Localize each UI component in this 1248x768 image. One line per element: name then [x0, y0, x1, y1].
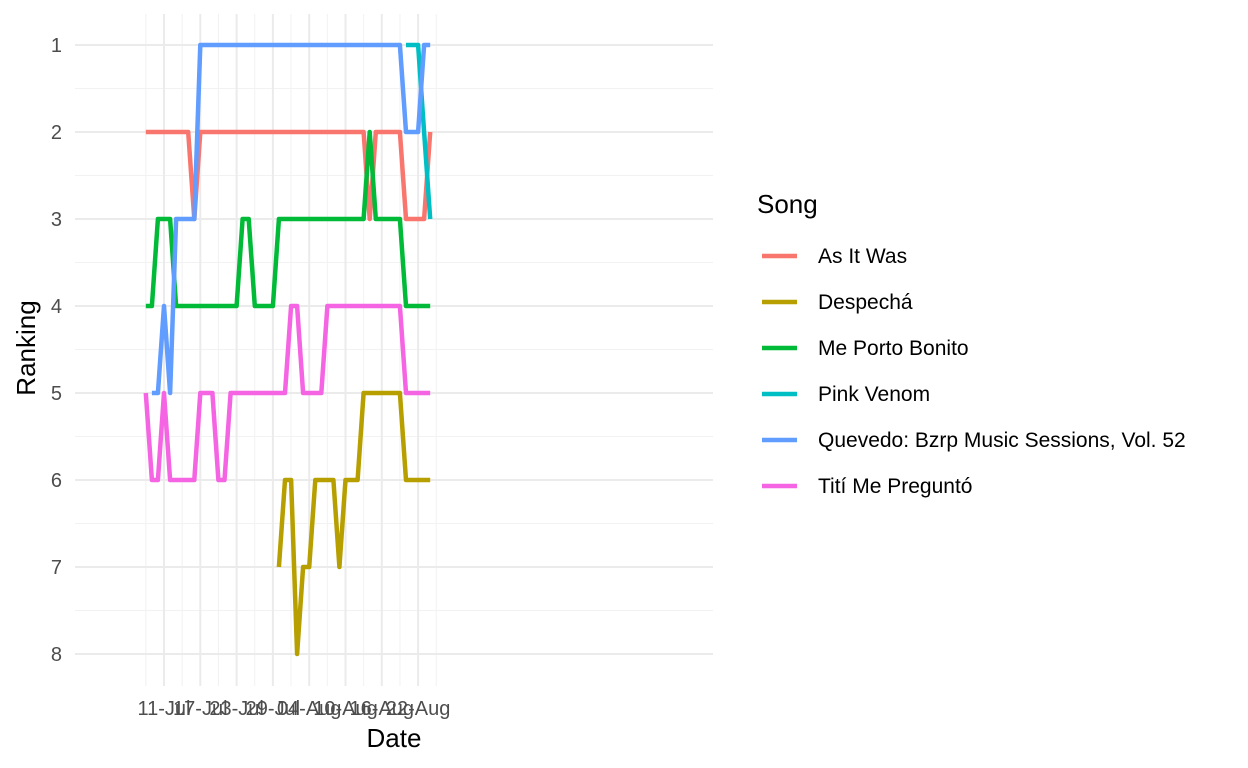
x-tick-label: 23-Jul: [209, 698, 263, 720]
legend-item: As It Was: [762, 245, 907, 268]
x-tick-label: 22-Aug: [386, 698, 451, 720]
series-line: [406, 42, 433, 220]
legend-label: Despechá: [818, 291, 913, 314]
y-axis-title: Ranking: [11, 300, 41, 395]
legend-title: Song: [757, 189, 818, 219]
x-tick-label: 04-Aug: [277, 698, 342, 720]
y-tick-label: 4: [51, 296, 62, 318]
x-tick-label: 11-Jul: [138, 698, 191, 720]
x-tick-label: 17-Jul: [173, 698, 227, 720]
legend-item: Quevedo: Bzrp Music Sessions, Vol. 52: [762, 429, 1186, 452]
y-tick-label: 3: [51, 209, 62, 231]
x-tick-label: 29-Jul: [246, 698, 300, 720]
series-line: [151, 42, 431, 396]
y-tick-label: 6: [51, 470, 62, 492]
y-tick-label: 8: [51, 644, 62, 666]
legend-item: Tití Me Preguntó: [762, 475, 972, 498]
legend-label: As It Was: [818, 245, 907, 268]
legend-label: Pink Venom: [818, 383, 930, 406]
series-line: [145, 129, 431, 309]
series-line: [276, 390, 431, 657]
legend-items: As It Was Despechá Me Porto Bonito Pink Ven…: [762, 245, 1186, 498]
series-line: [143, 303, 431, 483]
series-lines: [143, 42, 433, 657]
legend-item: Despechá: [762, 291, 913, 314]
legend-label: Me Porto Bonito: [818, 337, 969, 360]
legend-item: Pink Venom: [762, 383, 930, 406]
x-axis-tick-labels: 11-Jul17-Jul23-Jul29-Jul04-Aug10-Aug16-A…: [138, 698, 451, 720]
y-tick-label: 1: [51, 35, 62, 57]
x-tick-label: 10-Aug: [313, 698, 378, 720]
legend-item: Me Porto Bonito: [762, 337, 969, 360]
y-tick-label: 5: [51, 383, 62, 405]
y-tick-label: 7: [51, 557, 62, 579]
y-tick-label: 2: [51, 122, 62, 144]
x-axis-title: Date: [367, 723, 422, 753]
legend-label: Tití Me Preguntó: [818, 475, 972, 498]
legend-label: Quevedo: Bzrp Music Sessions, Vol. 52: [818, 429, 1186, 452]
x-tick-label: 16-Aug: [350, 698, 415, 720]
grid-minor: [75, 14, 713, 686]
y-axis-tick-labels: 1 2 3 4 5 6 7 8: [51, 35, 62, 666]
legend: Song As It Was Despechá Me Porto Bonito Pin…: [757, 189, 1186, 498]
